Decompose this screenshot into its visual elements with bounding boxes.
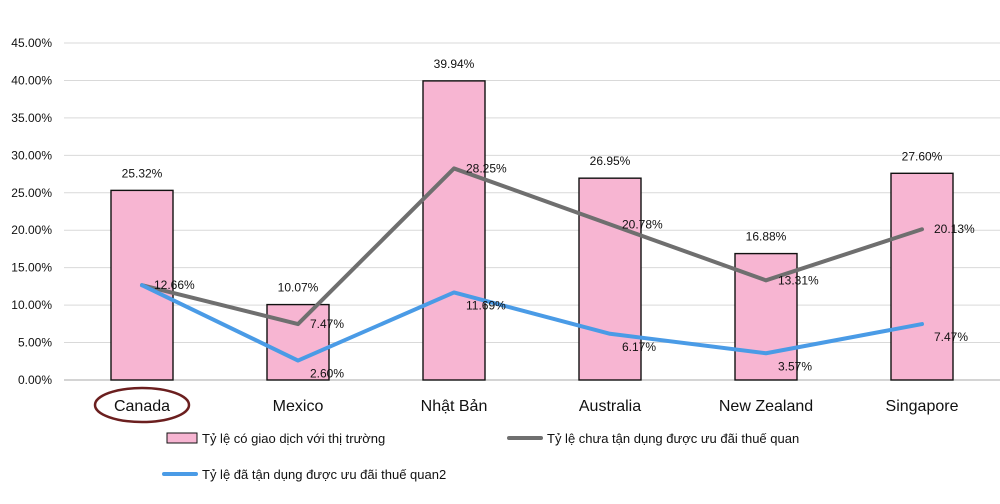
y-tick-label: 0.00%	[18, 373, 52, 387]
line-data-label: 28.25%	[466, 161, 507, 175]
bar-data-label: 27.60%	[902, 149, 943, 163]
line-series	[140, 166, 924, 363]
y-tick-label: 45.00%	[11, 36, 52, 50]
legend-label: Tỷ lệ chưa tận dụng được ưu đãi thuế qua…	[547, 431, 799, 446]
x-tick-label: Singapore	[886, 398, 959, 415]
x-tick-label: Nhật Bản	[421, 398, 488, 415]
line-data-label: 12.66%	[154, 278, 195, 292]
bar-data-label: 10.07%	[278, 281, 319, 295]
line-data-label: 11.69%	[466, 298, 506, 312]
bar	[578, 177, 642, 381]
line-data-label: 3.57%	[778, 359, 812, 373]
y-tick-label: 10.00%	[11, 298, 52, 312]
line-data-label: 6.17%	[622, 340, 656, 354]
line-data-label: 2.60%	[310, 367, 344, 381]
legend-label: Tỷ lệ đã tận dụng được ưu đãi thuế quan2	[202, 467, 446, 482]
bar-data-label: 26.95%	[590, 154, 631, 168]
bar-series	[110, 80, 954, 381]
x-axis: Canada Mexico Nhật Bản Australia New Zealand…	[93, 386, 959, 424]
line-data-label: 13.31%	[778, 273, 819, 287]
data-labels: 25.32% 10.07% 39.94% 26.95% 16.88% 27.60% 12.6…	[122, 57, 975, 381]
bar	[890, 172, 954, 381]
y-tick-label: 5.00%	[18, 336, 52, 350]
y-axis: 0.00% 5.00% 10.00% 15.00% 20.00% 25.00% 30.00%…	[11, 36, 52, 387]
bar	[422, 80, 486, 381]
gridlines	[64, 42, 1000, 381]
series-line	[140, 166, 924, 327]
series-line	[140, 283, 924, 363]
y-tick-label: 25.00%	[11, 186, 52, 200]
legend-label: Tỷ lệ có giao dịch với thị trường	[202, 431, 385, 446]
legend-swatch-bar	[166, 432, 198, 444]
x-tick-label: Canada	[114, 398, 170, 415]
y-tick-label: 35.00%	[11, 111, 52, 125]
bar-data-label: 39.94%	[434, 57, 475, 71]
highlight-ellipse	[93, 386, 191, 424]
y-tick-label: 15.00%	[11, 261, 52, 275]
bar-data-label: 16.88%	[746, 230, 787, 244]
legend: Tỷ lệ có giao dịch với thị trường Tỷ lệ c…	[162, 431, 799, 482]
line-data-label: 20.78%	[622, 217, 663, 231]
line-data-label: 7.47%	[310, 317, 344, 331]
bar-data-label: 25.32%	[122, 166, 163, 180]
x-tick-label: New Zealand	[719, 398, 813, 415]
y-tick-label: 30.00%	[11, 148, 52, 162]
x-tick-label: Australia	[579, 398, 641, 415]
y-tick-label: 40.00%	[11, 73, 52, 87]
x-tick-label: Mexico	[273, 398, 324, 415]
line-data-label: 7.47%	[934, 330, 968, 344]
line-data-label: 20.13%	[934, 222, 975, 236]
y-tick-label: 20.00%	[11, 223, 52, 237]
